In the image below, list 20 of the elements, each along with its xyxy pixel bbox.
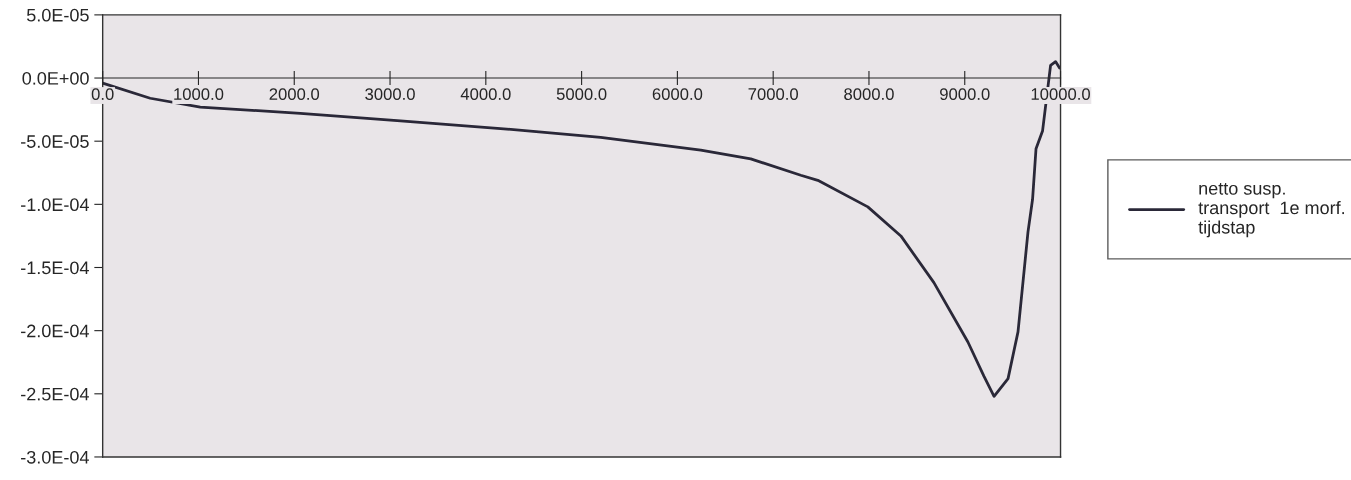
y-tick-label: -3.0E-04 (21, 450, 89, 464)
x-tick-label: 2000.0 (269, 88, 320, 100)
y-tick-label: -2.0E-04 (21, 324, 89, 338)
y-tick-label: -1.5E-04 (21, 261, 89, 275)
y-tick-label: -2.5E-04 (21, 387, 89, 401)
x-tick-label: 10000.0 (1031, 88, 1091, 100)
x-tick-label: 3000.0 (365, 88, 415, 100)
x-tick-label: 4000.0 (460, 88, 511, 100)
x-tick-label: 5000.0 (556, 88, 607, 100)
x-tick-label: 1000.0 (174, 88, 224, 100)
y-tick-label: -1.0E-04 (21, 198, 89, 212)
y-tick-label: 0.0E+00 (22, 71, 89, 85)
x-tick-label: 0.0 (91, 88, 114, 100)
y-tick-label: 5.0E-05 (26, 8, 89, 22)
x-tick-label: 7000.0 (748, 88, 799, 100)
x-tick-label: 8000.0 (844, 88, 894, 100)
legend-label: netto susp. transport 1e morf. tijdstap (1198, 182, 1345, 238)
x-tick-label: 6000.0 (652, 88, 703, 100)
y-tick-label: -5.0E-05 (21, 135, 89, 148)
x-tick-label: 9000.0 (940, 88, 990, 100)
